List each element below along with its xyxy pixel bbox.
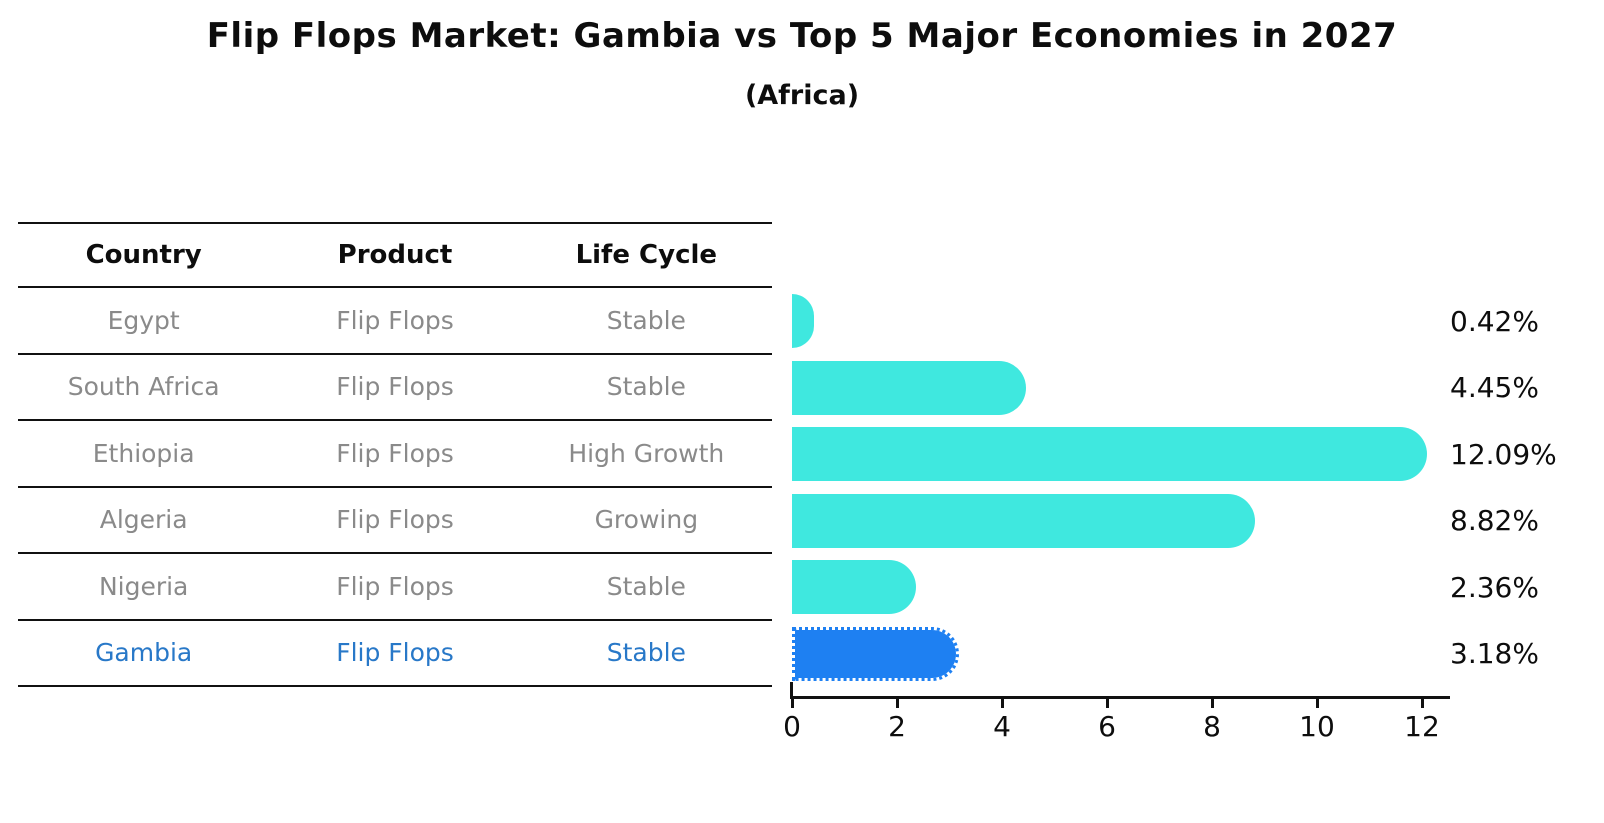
value-label-south-africa: 4.45%	[1450, 371, 1539, 405]
x-tick-label-6: 6	[1098, 710, 1116, 743]
bar-egypt	[792, 294, 815, 349]
cell-life-cycle: Stable	[606, 638, 686, 668]
table-row-ethiopia: Ethiopia Flip Flops High Growth	[18, 421, 772, 488]
bar-row-gambia	[792, 621, 1452, 688]
table-header-row: Country Product Life Cycle	[18, 222, 772, 288]
cell-life-cycle: Growing	[594, 505, 699, 535]
bar-row-south-africa	[792, 355, 1452, 422]
chart-title: Flip Flops Market: Gambia vs Top 5 Major…	[206, 16, 1398, 56]
cell-life-cycle: Stable	[606, 372, 686, 402]
table-header-country: Country	[85, 240, 202, 270]
table-row-nigeria: Nigeria Flip Flops Stable	[18, 554, 772, 621]
chart-subtitle: (Africa)	[744, 80, 860, 111]
x-tick-label-4: 4	[993, 710, 1011, 743]
x-tick-label-2: 2	[888, 710, 906, 743]
bar-chart	[792, 288, 1452, 687]
x-tick-label-12: 12	[1404, 710, 1440, 743]
table-row-gambia: Gambia Flip Flops Stable	[18, 621, 772, 687]
bar-south-africa	[792, 360, 1026, 415]
cell-life-cycle: Stable	[606, 571, 686, 601]
cell-product: Flip Flops	[336, 571, 454, 601]
table-row-south-africa: South Africa Flip Flops Stable	[18, 355, 772, 421]
bar-nigeria	[792, 560, 916, 615]
x-tick-4	[1000, 699, 1004, 708]
bar-row-algeria	[792, 488, 1452, 555]
table-header-life-cycle: Life Cycle	[575, 240, 718, 270]
bar-ethiopia	[792, 427, 1427, 482]
cell-country: Nigeria	[98, 571, 189, 601]
table-header-product: Product	[337, 240, 453, 270]
x-axis-line	[790, 696, 1450, 699]
cell-life-cycle: High Growth	[568, 438, 725, 468]
value-label-gambia: 3.18%	[1450, 637, 1539, 671]
value-label-ethiopia: 12.09%	[1450, 437, 1557, 471]
bar-algeria	[792, 493, 1256, 548]
cell-country: Gambia	[95, 638, 193, 668]
bar-row-egypt	[792, 288, 1452, 355]
value-labels: 0.42% 4.45% 12.09% 8.82% 2.36% 3.18%	[1450, 288, 1600, 687]
value-label-egypt: 0.42%	[1450, 304, 1539, 338]
cell-product: Flip Flops	[336, 372, 454, 402]
cell-country: Egypt	[107, 305, 180, 335]
value-label-nigeria: 2.36%	[1450, 570, 1539, 604]
cell-product: Flip Flops	[336, 438, 454, 468]
value-label-algeria: 8.82%	[1450, 504, 1539, 538]
x-tick-label-0: 0	[783, 710, 801, 743]
x-tick-12	[1420, 699, 1424, 708]
cell-product: Flip Flops	[336, 305, 454, 335]
x-tick-label-10: 10	[1299, 710, 1335, 743]
cell-product: Flip Flops	[336, 638, 454, 668]
x-axis-left-cap	[790, 682, 793, 698]
bar-gambia	[792, 626, 959, 681]
cell-country: South Africa	[67, 372, 220, 402]
cell-life-cycle: Stable	[606, 305, 686, 335]
x-tick-10	[1315, 699, 1319, 708]
country-table: Country Product Life Cycle Egypt Flip Flops…	[18, 222, 772, 687]
x-tick-6	[1105, 699, 1109, 708]
x-tick-label-8: 8	[1203, 710, 1221, 743]
bar-row-nigeria	[792, 554, 1452, 621]
table-row-algeria: Algeria Flip Flops Growing	[18, 488, 772, 554]
x-tick-0	[790, 699, 794, 708]
x-tick-8	[1210, 699, 1214, 708]
bar-row-ethiopia	[792, 421, 1452, 488]
cell-country: Ethiopia	[92, 438, 195, 468]
cell-product: Flip Flops	[336, 505, 454, 535]
table-row-egypt: Egypt Flip Flops Stable	[18, 288, 772, 355]
x-tick-2	[895, 699, 899, 708]
cell-country: Algeria	[99, 505, 188, 535]
